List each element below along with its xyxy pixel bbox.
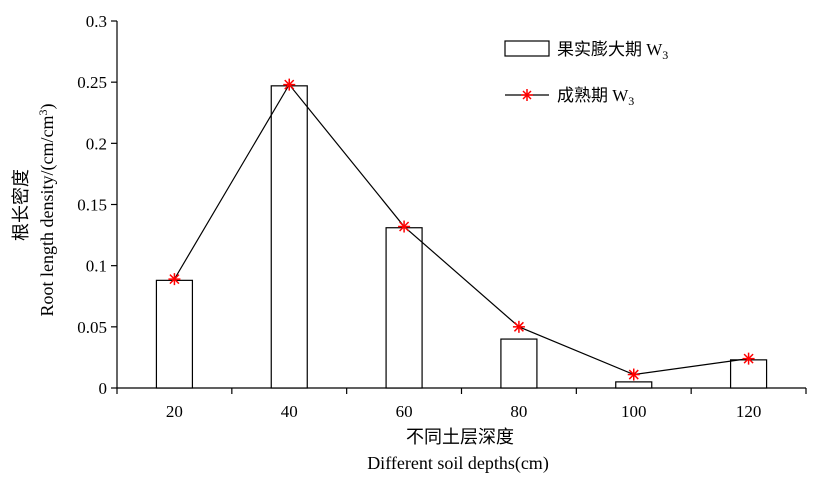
y-tick-label: 0.15 xyxy=(77,196,107,215)
line-point xyxy=(627,368,640,381)
y-tick-label: 0.3 xyxy=(86,12,107,31)
y-tick-label: 0 xyxy=(99,379,108,398)
bar xyxy=(500,338,538,389)
y-tick-label: 0.25 xyxy=(77,73,107,92)
axes xyxy=(111,20,807,394)
series-line xyxy=(173,83,749,376)
x-tick-labels: 20 40 60 80 100 120 xyxy=(166,402,761,421)
line-point xyxy=(283,78,296,91)
y-axis-title-en: Root length density/(cm/cm3) xyxy=(36,104,58,317)
line-point xyxy=(742,352,755,365)
x-tick-label: 80 xyxy=(510,402,527,421)
x-tick-label: 120 xyxy=(736,402,762,421)
line-point xyxy=(398,220,411,233)
bar xyxy=(270,85,308,389)
x-axis-title-cn: 不同土层深度 xyxy=(406,427,514,447)
legend: 果实膨大期 W3 成熟期 W3 xyxy=(504,40,668,108)
line-point xyxy=(512,320,525,333)
x-tick-label: 20 xyxy=(166,402,183,421)
y-tick-label: 0.2 xyxy=(86,134,107,153)
x-axis-title-en: Different soil depths(cm) xyxy=(367,453,549,474)
legend-line-marker xyxy=(521,89,533,101)
y-tick-labels: 0 0.05 0.1 0.15 0.2 0.25 0.3 xyxy=(77,12,107,398)
bar xyxy=(729,359,768,389)
x-tick-label: 60 xyxy=(396,402,413,421)
line-point xyxy=(168,273,181,286)
bar xyxy=(385,227,423,389)
y-axis-title-cn: 根长密度 xyxy=(11,169,31,241)
bar xyxy=(615,381,653,389)
x-tick-label: 100 xyxy=(621,402,647,421)
legend-line-label: 成熟期 W3 xyxy=(557,85,634,108)
line-series xyxy=(168,78,755,381)
x-tick-label: 40 xyxy=(281,402,298,421)
bar xyxy=(155,279,194,389)
y-tick-label: 0.1 xyxy=(86,257,107,276)
legend-bar-swatch xyxy=(504,40,550,57)
bar-series xyxy=(155,85,768,389)
y-tick-label: 0.05 xyxy=(77,318,107,337)
legend-bar-label: 果实膨大期 W3 xyxy=(557,40,668,62)
